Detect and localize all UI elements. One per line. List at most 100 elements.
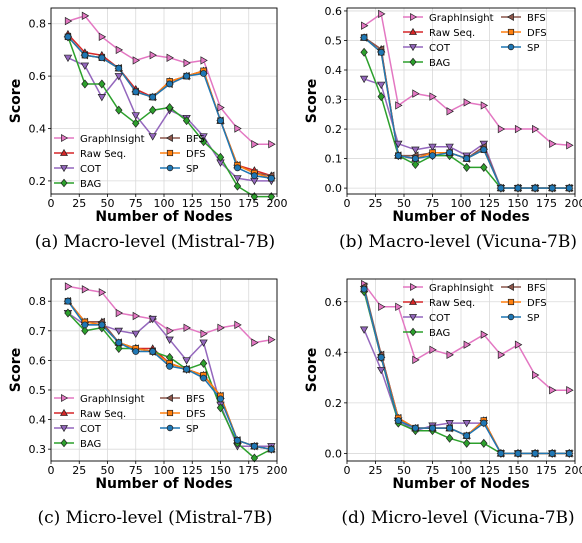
data-point-graphinsight xyxy=(514,124,523,134)
data-point-sp xyxy=(200,374,207,382)
legend-label-bfs: BFS xyxy=(527,13,546,24)
x-axis-label: Number of Nodes xyxy=(95,476,232,492)
data-point-cot xyxy=(394,140,403,149)
legend-label-sp: SP xyxy=(527,43,539,54)
data-point-sp xyxy=(183,72,191,80)
legend-marker-sp xyxy=(166,424,174,432)
chart-panel-2: 0 25 50 75 100 125 150 175 200 0.0 0.1 0.2 0.3 0.4 0.5… xyxy=(304,5,582,252)
data-point-graphinsight xyxy=(463,98,472,107)
data-point-bag xyxy=(98,79,106,89)
legend-label-bfs: BFS xyxy=(186,134,205,145)
x-tick-label: 200 xyxy=(267,464,288,477)
data-point-bag xyxy=(216,152,225,162)
x-tick-label: 50 xyxy=(397,197,411,210)
data-point-sp xyxy=(81,51,89,59)
data-point-bag xyxy=(480,162,488,172)
data-point-graphinsight xyxy=(395,101,403,110)
y-tick-label: 0.4 xyxy=(29,123,47,136)
data-point-graphinsight xyxy=(549,139,557,149)
data-point-graphinsight xyxy=(395,302,403,312)
legend-marker-raw-seq xyxy=(59,408,69,416)
data-point-sp xyxy=(531,450,539,457)
data-point-graphinsight xyxy=(183,323,191,333)
data-point-cot xyxy=(182,357,191,365)
data-point-graphinsight xyxy=(446,350,454,360)
data-point-graphinsight xyxy=(200,56,208,65)
chart-panel-3: 0 25 50 75 100 125 150 175 200 0.3 0.4 0.5 0.6 0.7 0.8… xyxy=(8,278,288,528)
x-tick-label: 25 xyxy=(72,464,86,477)
y-tick-label: 0.0 xyxy=(325,182,343,195)
y-tick-label: 0.4 xyxy=(325,64,343,77)
data-point-sp xyxy=(531,184,539,192)
y-tick-label: 0.5 xyxy=(325,34,343,47)
data-point-graphinsight xyxy=(378,9,386,19)
legend-label-cot: COT xyxy=(80,424,102,435)
data-point-sp xyxy=(411,155,419,162)
legend-label-sp: SP xyxy=(527,313,539,324)
data-point-graphinsight xyxy=(183,58,191,68)
data-point-sp xyxy=(115,64,123,72)
data-point-graphinsight xyxy=(566,386,574,395)
data-point-graphinsight xyxy=(217,103,225,112)
legend-marker-bag xyxy=(409,327,417,337)
data-point-cot xyxy=(114,73,124,81)
data-point-graphinsight xyxy=(514,340,523,349)
data-point-cot xyxy=(63,54,73,63)
y-tick-label: 0.4 xyxy=(29,414,47,427)
data-point-graphinsight xyxy=(251,140,259,149)
data-point-bag xyxy=(250,192,259,202)
data-point-cot xyxy=(376,81,386,90)
legend-marker-bag xyxy=(409,57,417,67)
data-point-graphinsight xyxy=(132,56,141,65)
data-point-sp xyxy=(234,164,241,172)
legend-marker-bfs xyxy=(165,133,173,143)
data-point-sp xyxy=(98,321,106,329)
legend-label-graphinsight: GraphInsight xyxy=(429,283,494,294)
data-point-sp xyxy=(132,348,140,355)
y-tick-label: 0.2 xyxy=(29,175,47,188)
data-point-sp xyxy=(200,70,207,77)
data-point-bag xyxy=(445,433,454,443)
legend-label-sp: SP xyxy=(186,164,198,175)
panel-caption: (c) Micro-level (Mistral-7B) xyxy=(37,508,272,528)
data-point-sp xyxy=(183,365,191,373)
data-point-graphinsight xyxy=(429,345,437,354)
data-point-cot xyxy=(376,366,386,375)
data-point-bag xyxy=(149,105,157,115)
x-tick-label: 75 xyxy=(129,197,143,210)
data-point-cot xyxy=(428,143,437,152)
x-tick-label: 100 xyxy=(154,464,175,477)
data-point-bag xyxy=(377,92,385,102)
data-point-graphinsight xyxy=(81,11,90,21)
data-point-sp xyxy=(234,436,241,444)
data-point-graphinsight xyxy=(166,53,174,62)
x-tick-label: 50 xyxy=(101,197,115,210)
x-tick-label: 125 xyxy=(479,464,500,477)
legend-label-raw-seq: Raw Seq. xyxy=(429,298,475,309)
x-tick-label: 25 xyxy=(72,197,86,210)
panel-caption: (d) Micro-level (Vicuna-7B) xyxy=(341,508,574,528)
data-point-graphinsight xyxy=(566,141,574,150)
data-point-sp xyxy=(497,184,505,192)
data-point-sp xyxy=(446,424,454,432)
data-point-graphinsight xyxy=(480,101,489,110)
x-tick-label: 0 xyxy=(48,197,55,210)
data-point-bag xyxy=(182,116,191,126)
data-point-sp xyxy=(514,184,522,192)
data-point-bag xyxy=(480,438,488,448)
data-point-cot xyxy=(148,133,157,141)
x-tick-label: 200 xyxy=(565,464,582,477)
data-point-graphinsight xyxy=(200,329,208,338)
data-point-sp xyxy=(132,88,140,96)
data-point-cot xyxy=(233,175,242,183)
legend-label-cot: COT xyxy=(429,313,451,324)
data-point-sp xyxy=(377,48,385,56)
x-tick-label: 175 xyxy=(238,464,259,477)
y-tick-label: 0.6 xyxy=(29,70,47,83)
legend-marker-graphinsight xyxy=(61,133,69,143)
data-point-graphinsight xyxy=(81,285,90,294)
data-point-graphinsight xyxy=(98,32,107,42)
data-point-sp xyxy=(166,80,174,88)
data-point-sp xyxy=(250,172,258,180)
data-point-bag xyxy=(115,105,123,115)
